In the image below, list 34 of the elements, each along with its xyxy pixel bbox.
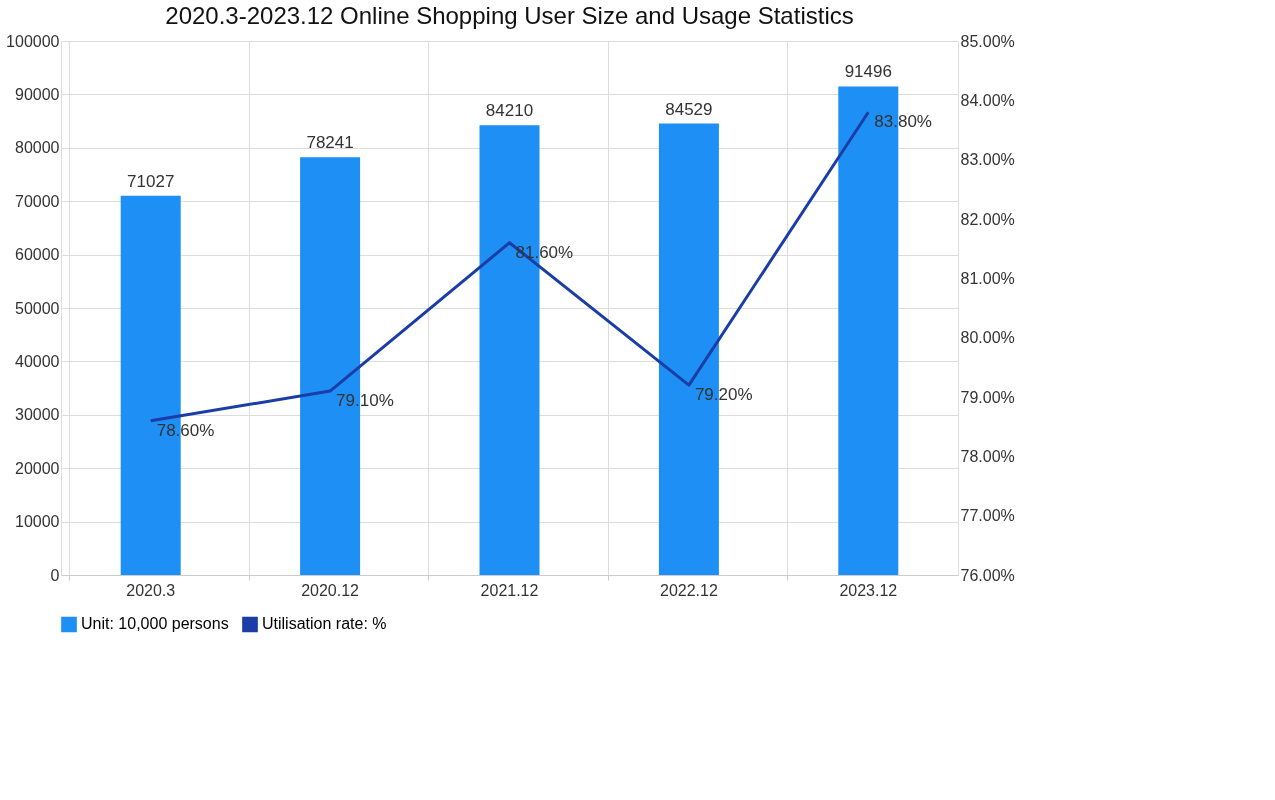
y2-tick-label: 80.00%: [960, 329, 1015, 347]
y2-tick-label: 83.00%: [960, 151, 1015, 169]
y-tick-label: 70000: [15, 192, 60, 210]
data-label: 84210: [485, 101, 534, 121]
y-tick-label: 80000: [15, 139, 60, 157]
y2-tick-label: 82.00%: [960, 210, 1015, 228]
y-tick-label: 50000: [15, 299, 60, 317]
data-label: 84529: [665, 99, 713, 119]
y2-tick-label: 81.00%: [960, 269, 1015, 287]
y2-tick-label: 78.00%: [960, 447, 1015, 465]
data-label: 91496: [844, 62, 892, 82]
y2-tick-label: 79.00%: [960, 388, 1015, 406]
legend-label: Unit: 10,000 persons: [81, 615, 229, 633]
y-tick-label: 0: [50, 566, 60, 584]
y-tick-label: 10000: [15, 513, 60, 531]
y-tick-label: 20000: [15, 459, 60, 477]
y-tick-label: 30000: [15, 406, 60, 424]
data-label: 71027: [127, 171, 175, 191]
y2-tick-label: 77.00%: [960, 507, 1015, 525]
chart-title: 2020.3-2023.12 Online Shopping User Size and Usage Statistics: [165, 2, 854, 29]
y2-tick-label: 76.00%: [960, 566, 1015, 584]
data-label: 78241: [306, 133, 354, 153]
y-tick-label: 40000: [15, 352, 60, 370]
x-tick-label: 2023.12: [839, 581, 898, 599]
y-tick-label: 90000: [15, 85, 60, 103]
x-tick-label: 2022.12: [659, 581, 718, 599]
y-tick-label: 100000: [6, 32, 60, 50]
x-tick-label: 2020.3: [126, 581, 176, 599]
y-tick-label: 60000: [15, 246, 60, 264]
y2-tick-label: 85.00%: [960, 32, 1015, 50]
x-tick-label: 2020.12: [301, 581, 360, 599]
legend-label: Utilisation rate: %: [262, 615, 387, 633]
y2-tick-label: 84.00%: [960, 91, 1015, 109]
x-tick-label: 2021.12: [480, 581, 539, 599]
